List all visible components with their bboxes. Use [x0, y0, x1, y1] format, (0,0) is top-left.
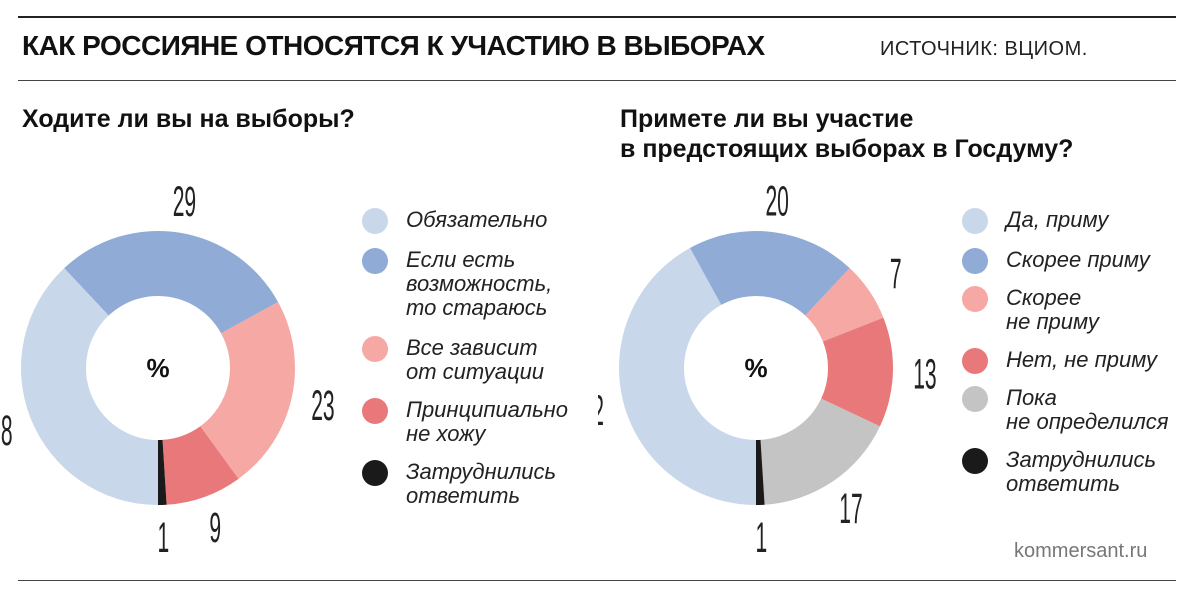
chart2-slice-2 [689, 231, 850, 316]
chart2-legend-label-4: Нет, не приму [1006, 347, 1158, 372]
chart1-value-label-2: 29 [173, 179, 196, 226]
chart1-slice-1 [21, 268, 158, 505]
chart2-value-label-2: 20 [765, 179, 788, 226]
chart1-value-label-5: 1 [157, 515, 169, 562]
chart2-donut: 42 20 7 13 17 1% [598, 179, 937, 562]
chart2-legend-item-4: Нет, не приму [962, 348, 1200, 374]
chart2-value-label-4: 13 [913, 352, 936, 399]
chart1-legend-label-1: Обязательно [406, 207, 548, 232]
chart2-legend-item-5: Пока не определился [962, 386, 1200, 434]
chart1-legend-item-3: Все зависит от ситуации [362, 336, 606, 384]
chart2-title: Примете ли вы участие в предстоящих выбо… [620, 104, 1180, 164]
chart1-slice-4 [162, 426, 239, 505]
chart1-legend: Обязательно Если есть возможность, то ста… [362, 208, 592, 528]
chart2-legend-swatch-4 [962, 348, 988, 374]
chart1-legend-item-2: Если есть возможность, то стараюсь [362, 248, 606, 320]
chart1-legend-label-2: Если есть возможность, то стараюсь [406, 247, 553, 320]
chart1-legend-label-3: Все зависит от ситуации [406, 335, 545, 384]
chart2-value-label-5: 17 [839, 486, 862, 533]
chart2-legend-item-6: Затруднились ответить [962, 448, 1200, 496]
top-rule [18, 16, 1176, 18]
chart1-title: Ходите ли вы на выборы? [22, 105, 355, 133]
brand-label: kommersant.ru [1014, 540, 1148, 562]
chart2-slice-5 [760, 398, 880, 505]
chart2-value-label-6: 1 [755, 515, 767, 562]
chart2-title-line1: Примете ли вы участие [620, 105, 914, 133]
chart2-legend-item-1: Да, приму [962, 208, 1200, 234]
chart1-legend-swatch-4 [362, 398, 388, 424]
chart1-slice-2 [64, 231, 279, 334]
chart2-value-label-1: 42 [598, 388, 604, 435]
chart2-legend-swatch-1 [962, 208, 988, 234]
chart1-center-label: % [146, 353, 169, 383]
chart1-legend-item-4: Принципиально не хожу [362, 398, 606, 446]
chart1-legend-item-1: Обязательно [362, 208, 606, 234]
chart2-legend-swatch-5 [962, 386, 988, 412]
chart2-legend-label-6: Затруднились ответить [1006, 447, 1157, 496]
bottom-rule [18, 580, 1176, 581]
source-note: ИСТОЧНИК: ВЦИОМ. [880, 38, 1088, 60]
chart1-slice-5 [158, 439, 167, 505]
chart1-legend-swatch-5 [362, 460, 388, 486]
chart2-slice-1 [618, 247, 756, 505]
chart2-legend-label-3: Скорее не приму [1006, 285, 1099, 334]
header-divider [18, 80, 1176, 81]
chart2-legend-swatch-3 [962, 286, 988, 312]
chart2-legend-item-2: Скорее приму [962, 248, 1200, 274]
chart2-center-label: % [744, 353, 767, 383]
chart1-value-label-3: 23 [311, 383, 334, 430]
chart1-legend-label-4: Принципиально не хожу [406, 397, 568, 446]
chart2-title-line2: в предстоящих выборах в Госдуму? [620, 135, 1074, 163]
chart1-donut: 38 29 23 91% [0, 179, 335, 562]
page-title: КАК РОССИЯНЕ ОТНОСЯТСЯ К УЧАСТИЮ В ВЫБОР… [22, 30, 765, 61]
chart2-legend-swatch-6 [962, 448, 988, 474]
chart2-legend-label-5: Пока не определился [1006, 385, 1169, 434]
chart2-legend-swatch-2 [962, 248, 988, 274]
chart1-legend-swatch-3 [362, 336, 388, 362]
chart2-legend-label-1: Да, приму [1006, 207, 1109, 232]
chart2-value-label-3: 7 [890, 251, 902, 298]
chart1-slice-3 [200, 301, 296, 479]
chart2-legend-label-2: Скорее приму [1006, 247, 1150, 272]
chart2-legend: Да, приму Скорее приму Скорее не приму Нет,… [962, 208, 1192, 528]
chart1-legend-swatch-1 [362, 208, 388, 234]
chart2-slice-4 [821, 317, 893, 427]
chart1-legend-swatch-2 [362, 248, 388, 274]
chart2-slice-3 [805, 268, 884, 342]
chart1-legend-item-5: Затруднились ответить [362, 460, 606, 508]
chart1-legend-label-5: Затруднились ответить [406, 459, 557, 508]
chart2-slice-6 [756, 439, 765, 505]
chart1-value-label-1: 38 [0, 408, 13, 455]
chart1-value-label-4: 9 [209, 505, 221, 552]
chart2-legend-item-3: Скорее не приму [962, 286, 1200, 334]
